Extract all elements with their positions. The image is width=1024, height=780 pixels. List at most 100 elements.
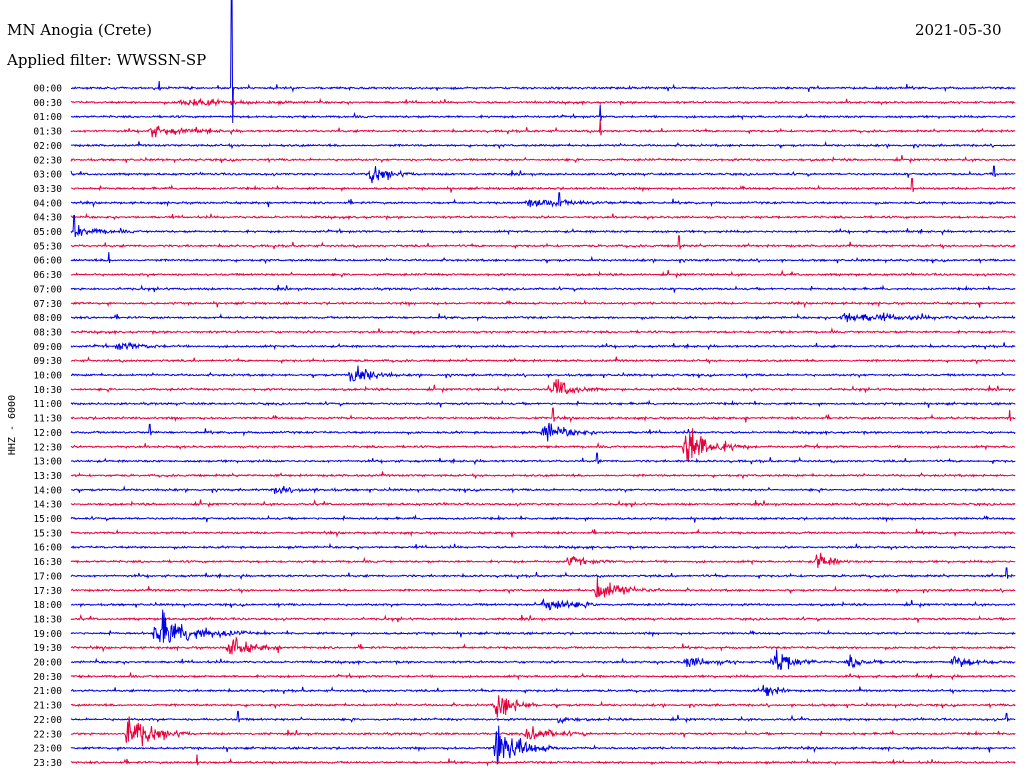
- time-label: 02:00: [33, 141, 62, 152]
- time-label: 23:00: [33, 744, 62, 755]
- trace-line: [70, 252, 1016, 265]
- time-label: 07:00: [33, 284, 62, 295]
- trace-line: [70, 471, 1016, 480]
- trace-line: [70, 407, 1016, 424]
- time-label: 21:00: [33, 686, 62, 697]
- time-label: 11:00: [33, 399, 62, 410]
- trace-line: [70, 528, 1016, 538]
- trace-line: [70, 577, 1016, 598]
- time-label: 20:30: [33, 672, 62, 683]
- time-label: 23:30: [33, 758, 62, 769]
- time-label: 09:00: [33, 342, 62, 353]
- time-label: 02:30: [33, 155, 62, 166]
- trace-line: [70, 399, 1016, 408]
- date-label: 2021-05-30: [915, 21, 1002, 39]
- trace-line: [70, 684, 1016, 697]
- time-label: 03:00: [33, 170, 62, 181]
- trace-line: [70, 269, 1016, 279]
- trace-line: [70, 613, 1016, 623]
- trace-line: [70, 212, 1016, 221]
- time-label: 05:30: [33, 241, 62, 252]
- trace-line: [70, 499, 1016, 509]
- trace-line: [70, 485, 1016, 495]
- trace-line: [70, 155, 1016, 164]
- trace-line: [70, 716, 1016, 747]
- trace-line: [70, 165, 1016, 184]
- time-label: 22:30: [33, 729, 62, 740]
- time-label: 19:00: [33, 629, 62, 640]
- time-label: 18:00: [33, 600, 62, 611]
- time-label: 18:30: [33, 614, 62, 625]
- trace-line: [70, 327, 1016, 336]
- trace-line: [70, 649, 1016, 671]
- time-label: 06:00: [33, 256, 62, 267]
- time-label: 08:30: [33, 327, 62, 338]
- trace-line: [70, 635, 1016, 655]
- trace-line: [70, 341, 1016, 351]
- time-label: 16:00: [33, 543, 62, 554]
- trace-line: [70, 542, 1016, 551]
- time-label: 22:00: [33, 715, 62, 726]
- time-label: 00:30: [33, 98, 62, 109]
- time-label-group: 00:00 00:30 01:00 01:30 02:00 02:30 03:00 03:30…: [33, 84, 62, 769]
- trace-line: [70, 284, 1016, 293]
- time-label: 14:00: [33, 485, 62, 496]
- trace-line: [70, 365, 1016, 382]
- trace-line: [71, 0, 1016, 124]
- trace-line: [70, 356, 1016, 365]
- time-label: 12:30: [33, 442, 62, 453]
- trace-line: [70, 725, 1016, 766]
- time-label: 07:30: [33, 299, 62, 310]
- time-label: 03:30: [33, 184, 62, 195]
- time-label: 13:30: [33, 471, 62, 482]
- time-label: 17:00: [33, 571, 62, 582]
- trace-line: [70, 422, 1016, 442]
- time-label: 21:30: [33, 701, 62, 712]
- trace-line: [70, 452, 1016, 466]
- time-label: 15:00: [33, 514, 62, 525]
- time-label: 11:30: [33, 414, 62, 425]
- trace-group: [70, 0, 1016, 767]
- trace-line: [70, 514, 1016, 523]
- channel-label: HHZ - 6000: [7, 395, 18, 455]
- trace-line: [70, 567, 1016, 581]
- filter-label: Applied filter: WWSSN-SP: [7, 51, 207, 69]
- trace-line: [70, 177, 1016, 193]
- trace-line: [71, 312, 1016, 323]
- trace-line: [70, 609, 1016, 644]
- trace-line: [70, 97, 1016, 107]
- trace-line: [71, 192, 1016, 208]
- trace-line: [70, 299, 1016, 309]
- time-label: 06:30: [33, 270, 62, 281]
- time-label: 10:30: [33, 385, 62, 396]
- trace-line: [70, 552, 1016, 569]
- trace-line: [70, 104, 1016, 121]
- time-label: 15:30: [33, 528, 62, 539]
- trace-line: [70, 671, 1016, 681]
- trace-line: [70, 379, 1016, 394]
- trace-line: [70, 215, 1016, 238]
- time-label: 01:30: [33, 127, 62, 138]
- time-label: 17:30: [33, 586, 62, 597]
- trace-line: [70, 597, 1016, 611]
- time-label: 13:00: [33, 457, 62, 468]
- time-label: 20:00: [33, 658, 62, 669]
- time-label: 16:30: [33, 557, 62, 568]
- trace-line: [70, 710, 1016, 725]
- time-label: 10:00: [33, 371, 62, 382]
- trace-line: [70, 235, 1016, 250]
- time-label: 09:30: [33, 356, 62, 367]
- trace-line: [70, 140, 1016, 150]
- trace-line: [70, 119, 1016, 138]
- station-title: MN Anogia (Crete): [7, 21, 153, 39]
- time-label: 14:30: [33, 500, 62, 511]
- trace-line: [70, 754, 1016, 767]
- time-label: 19:30: [33, 643, 62, 654]
- trace-line: [70, 695, 1016, 718]
- time-label: 12:00: [33, 428, 62, 439]
- time-label: 00:00: [33, 84, 62, 95]
- trace-line: [70, 428, 1016, 462]
- time-label: 04:00: [33, 198, 62, 209]
- time-label: 08:00: [33, 313, 62, 324]
